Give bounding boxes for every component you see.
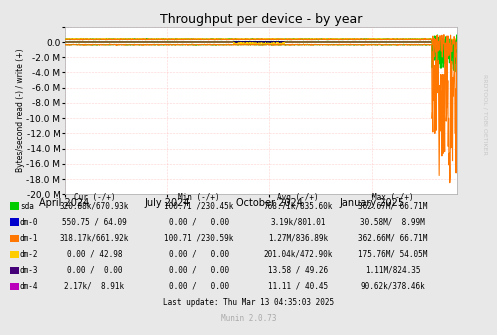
Text: 30.58M/  8.99M: 30.58M/ 8.99M bbox=[360, 218, 425, 226]
Text: 768.71k/835.60k: 768.71k/835.60k bbox=[263, 202, 333, 210]
Text: 201.04k/472.90k: 201.04k/472.90k bbox=[263, 250, 333, 259]
Text: RRDTOOL / TOBI OETIKER: RRDTOOL / TOBI OETIKER bbox=[482, 73, 487, 154]
Text: 100.71 /230.45k: 100.71 /230.45k bbox=[164, 202, 234, 210]
Text: dm-1: dm-1 bbox=[20, 234, 38, 243]
Text: 320.88k/670.93k: 320.88k/670.93k bbox=[60, 202, 129, 210]
Text: 1.27M/836.89k: 1.27M/836.89k bbox=[268, 234, 328, 243]
Text: 3.19k/801.01: 3.19k/801.01 bbox=[270, 218, 326, 226]
Text: Min (-/+): Min (-/+) bbox=[178, 194, 220, 202]
Text: dm-2: dm-2 bbox=[20, 250, 38, 259]
Text: 0.00 / 42.98: 0.00 / 42.98 bbox=[67, 250, 122, 259]
Text: 0.00 /  0.00: 0.00 / 0.00 bbox=[67, 266, 122, 275]
Text: 550.75 / 64.09: 550.75 / 64.09 bbox=[62, 218, 127, 226]
Text: Cur (-/+): Cur (-/+) bbox=[74, 194, 115, 202]
Text: 318.17k/661.92k: 318.17k/661.92k bbox=[60, 234, 129, 243]
Text: 175.76M/ 54.05M: 175.76M/ 54.05M bbox=[358, 250, 427, 259]
Text: Munin 2.0.73: Munin 2.0.73 bbox=[221, 314, 276, 323]
Text: 90.62k/378.46k: 90.62k/378.46k bbox=[360, 282, 425, 291]
Text: Max (-/+): Max (-/+) bbox=[372, 194, 414, 202]
Text: 0.00 /   0.00: 0.00 / 0.00 bbox=[169, 218, 229, 226]
Text: sda: sda bbox=[20, 202, 34, 210]
Text: 0.00 /   0.00: 0.00 / 0.00 bbox=[169, 250, 229, 259]
Text: dm-3: dm-3 bbox=[20, 266, 38, 275]
Text: 2.17k/  8.91k: 2.17k/ 8.91k bbox=[65, 282, 124, 291]
Text: 100.71 /230.59k: 100.71 /230.59k bbox=[164, 234, 234, 243]
Text: Last update: Thu Mar 13 04:35:03 2025: Last update: Thu Mar 13 04:35:03 2025 bbox=[163, 298, 334, 307]
Text: Avg (-/+): Avg (-/+) bbox=[277, 194, 319, 202]
Text: 362.66M/ 66.71M: 362.66M/ 66.71M bbox=[358, 234, 427, 243]
Text: 1.11M/824.35: 1.11M/824.35 bbox=[365, 266, 420, 275]
Text: 11.11 / 40.45: 11.11 / 40.45 bbox=[268, 282, 328, 291]
Text: 0.00 /   0.00: 0.00 / 0.00 bbox=[169, 266, 229, 275]
Text: 13.58 / 49.26: 13.58 / 49.26 bbox=[268, 266, 328, 275]
Text: dm-0: dm-0 bbox=[20, 218, 38, 226]
Text: 362.67M/ 66.71M: 362.67M/ 66.71M bbox=[358, 202, 427, 210]
Y-axis label: Bytes/second read (-) / write (+): Bytes/second read (-) / write (+) bbox=[16, 49, 25, 173]
Title: Throughput per device - by year: Throughput per device - by year bbox=[160, 13, 362, 26]
Text: 0.00 /   0.00: 0.00 / 0.00 bbox=[169, 282, 229, 291]
Text: dm-4: dm-4 bbox=[20, 282, 38, 291]
